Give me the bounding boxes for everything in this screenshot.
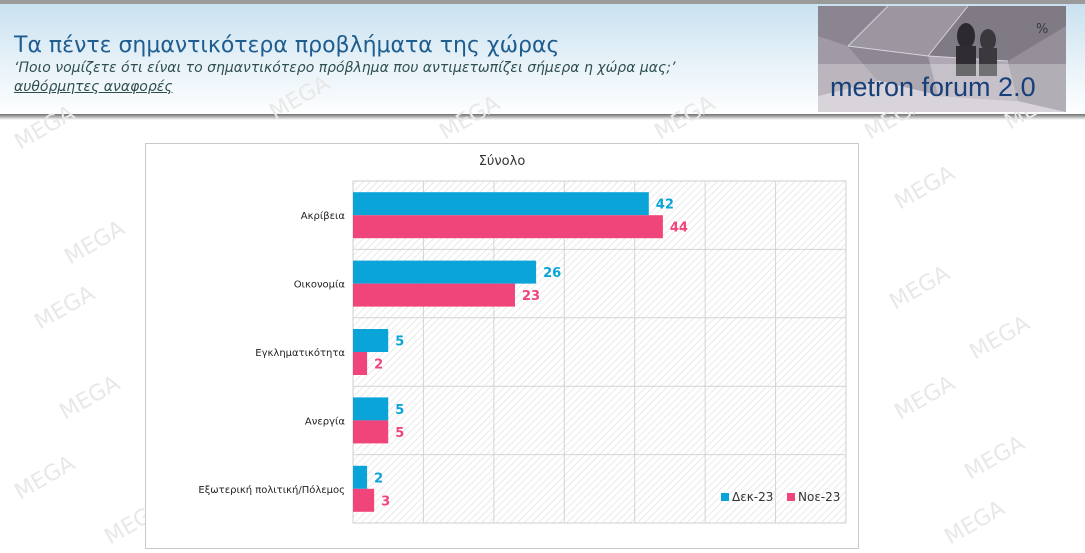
bar-dec23: [353, 192, 649, 216]
category-label: Οικονομία: [294, 279, 346, 291]
watermark-text: MEGA: [61, 216, 130, 270]
header-shadow: [0, 114, 1085, 120]
data-label: 2: [374, 471, 383, 486]
bar-nov23: [353, 488, 375, 512]
data-label: 3: [381, 494, 390, 509]
watermark-text: MEGA: [31, 281, 100, 335]
chart-title: Σύνολο: [478, 154, 526, 169]
bar-nov23: [353, 215, 663, 239]
watermark-text: MEGA: [891, 161, 960, 215]
legend-swatch: [787, 493, 795, 501]
watermark-text: MEGA: [886, 261, 955, 315]
data-label: 2: [374, 358, 383, 373]
logo-photo-graphic: [818, 6, 1066, 112]
watermark-text: MEGA: [966, 311, 1035, 365]
response-note: αυθόρμητες αναφορές: [14, 79, 173, 95]
bar-nov23: [353, 283, 515, 307]
bar-nov23: [353, 352, 368, 375]
watermark-text: MEGA: [941, 496, 1010, 550]
legend-swatch: [721, 493, 729, 501]
category-label: Ακρίβεια: [301, 210, 346, 222]
watermark-text: MEGA: [961, 431, 1030, 485]
data-label: 5: [395, 335, 404, 350]
metron-forum-logo: % metron forum 2.0: [818, 6, 1066, 112]
data-label: 26: [543, 266, 561, 281]
category-label: Εξωτερική πολιτική/Πόλεμος: [198, 484, 345, 496]
legend: Δεκ-23 Νοε-23: [721, 490, 840, 504]
logo-percent-symbol: %: [1036, 22, 1049, 37]
watermark-text: MEGA: [891, 371, 960, 425]
legend-label: Δεκ-23: [732, 490, 773, 504]
bar-nov23: [353, 420, 389, 444]
legend-label: Νοε-23: [798, 490, 840, 504]
logo-text: metron forum 2.0: [830, 72, 1036, 102]
chart-panel: Σύνολο Ακρίβεια 42 44 Οικονομία 26 23 Εγκληματ…: [145, 143, 859, 549]
bars: [353, 192, 663, 512]
bar-chart: Ακρίβεια4244Οικονομία2623Εγκληματικότητα…: [198, 180, 847, 524]
watermark-text: MEGA: [56, 371, 125, 425]
data-label: 5: [395, 403, 404, 418]
bar-dec23: [353, 397, 389, 421]
category-label: Εγκληματικότητα: [255, 347, 345, 359]
bar-dec23: [353, 260, 537, 284]
data-label: 5: [395, 426, 404, 441]
data-label: 44: [670, 221, 688, 236]
labels: Ακρίβεια4244Οικονομία2623Εγκληματικότητα…: [198, 198, 688, 510]
bar-dec23: [353, 329, 389, 352]
data-label: 23: [522, 289, 540, 304]
survey-question: ‘Ποιο νομίζετε ότι είναι το σημαντικότερ…: [14, 60, 676, 76]
watermark-text: MEGA: [11, 451, 80, 505]
category-label: Ανεργία: [305, 415, 345, 427]
data-label: 42: [656, 198, 674, 213]
page-title: Τα πέντε σημαντικότερα προβλήματα της χώ…: [14, 33, 560, 58]
bar-dec23: [353, 465, 368, 489]
